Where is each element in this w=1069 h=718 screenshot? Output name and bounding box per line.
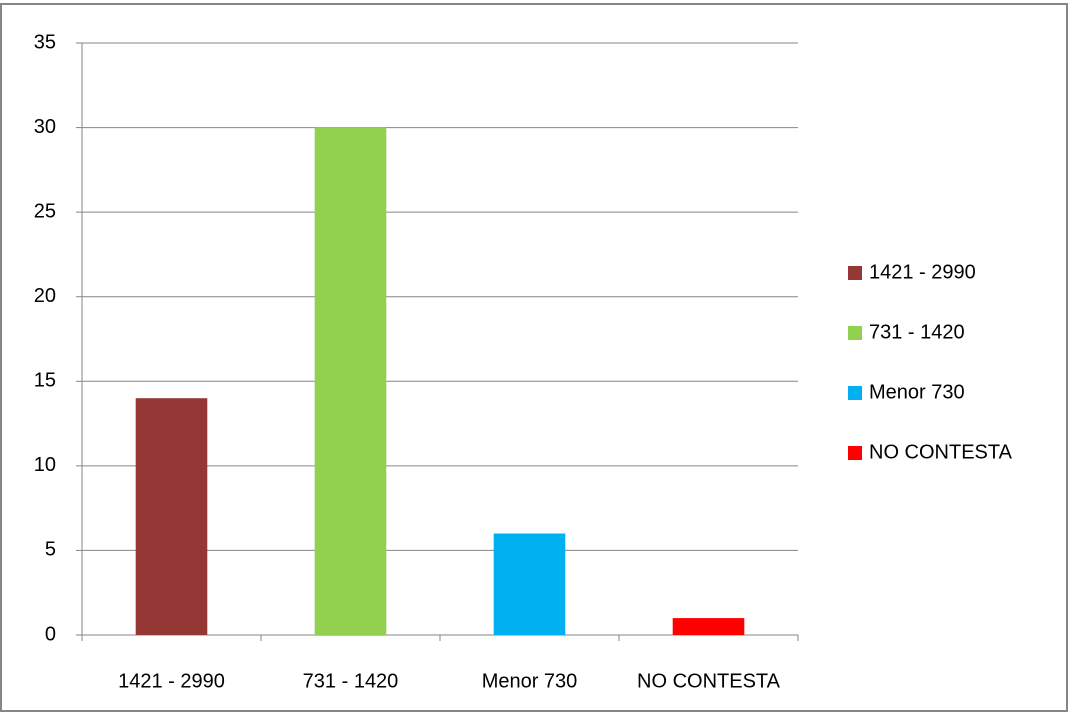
y-tick-label: 10 [34,454,56,476]
x-tick-label: 1421 - 2990 [118,670,225,692]
x-tick-label: NO CONTESTA [637,670,781,692]
legend-swatch [848,446,862,460]
bar [314,127,387,636]
y-tick-label: 35 [34,31,56,53]
legend-label: 731 - 1420 [869,321,965,343]
legend-label: Menor 730 [869,381,965,403]
bar [672,618,745,635]
legend-swatch [848,326,862,340]
y-tick-label: 30 [34,116,56,138]
y-tick-label: 25 [34,200,56,222]
bar [135,398,208,635]
y-tick-label: 20 [34,285,56,307]
legend-swatch [848,266,862,280]
x-tick-label: 731 - 1420 [303,670,399,692]
bar [493,533,566,635]
x-tick-label: Menor 730 [482,670,578,692]
y-tick-label: 0 [45,623,56,645]
legend-label: NO CONTESTA [869,441,1013,463]
y-tick-label: 15 [34,370,56,392]
legend-swatch [848,386,862,400]
legend-label: 1421 - 2990 [869,261,976,283]
y-tick-label: 5 [45,539,56,561]
